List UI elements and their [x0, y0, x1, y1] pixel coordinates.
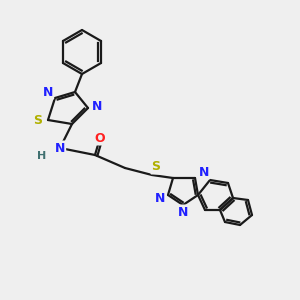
Text: S: S	[152, 160, 160, 173]
Text: N: N	[55, 142, 65, 154]
Text: N: N	[155, 191, 165, 205]
Text: S: S	[34, 113, 43, 127]
Text: O: O	[95, 131, 105, 145]
Text: H: H	[38, 151, 46, 161]
Text: N: N	[92, 100, 102, 113]
Text: N: N	[199, 166, 209, 178]
Text: N: N	[43, 85, 53, 98]
Text: N: N	[178, 206, 188, 218]
